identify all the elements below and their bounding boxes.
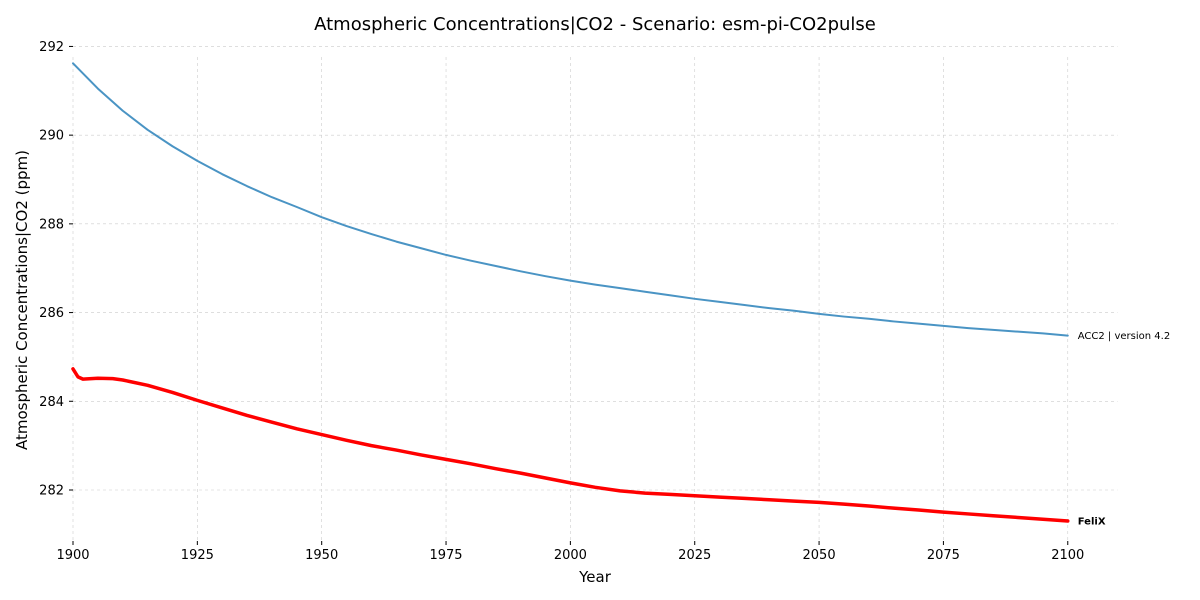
axes: 1900 1925 1950 1975 2000 2025 2050 2075 2100 282 2… [39,40,1084,563]
x-tick-label: 1925 [181,548,214,563]
x-tick-label: 2050 [803,548,836,563]
y-tick-label: 284 [39,395,64,410]
y-tick-label: 286 [39,306,64,321]
series-label-1: FeliX [1078,517,1106,528]
x-tick-label: 1900 [56,548,89,563]
y-tick-label: 288 [39,217,64,232]
x-tick-label: 2000 [554,548,587,563]
series-label-0: ACC2 | version 4.2 [1078,331,1170,342]
x-tick-label: 1975 [429,548,462,563]
x-axis-label: Year [578,568,612,586]
series-group [71,62,1070,523]
grid [72,46,1118,541]
series-line-0 [72,62,1069,337]
series-labels: ACC2 | version 4.2 FeliX [1078,331,1170,527]
x-tick-label: 2100 [1051,548,1084,563]
x-tick-label: 1950 [305,548,338,563]
x-tick-label: 2075 [927,548,960,563]
x-tick-label: 2025 [678,548,711,563]
y-tick-label: 282 [39,483,64,498]
y-axis-label: Atmospheric Concentrations|CO2 (ppm) [13,150,31,450]
chart-title: Atmospheric Concentrations|CO2 - Scenari… [314,14,876,35]
y-tick-label: 292 [39,40,64,55]
y-tick-label: 290 [39,129,64,144]
series-line-1 [71,367,1070,523]
